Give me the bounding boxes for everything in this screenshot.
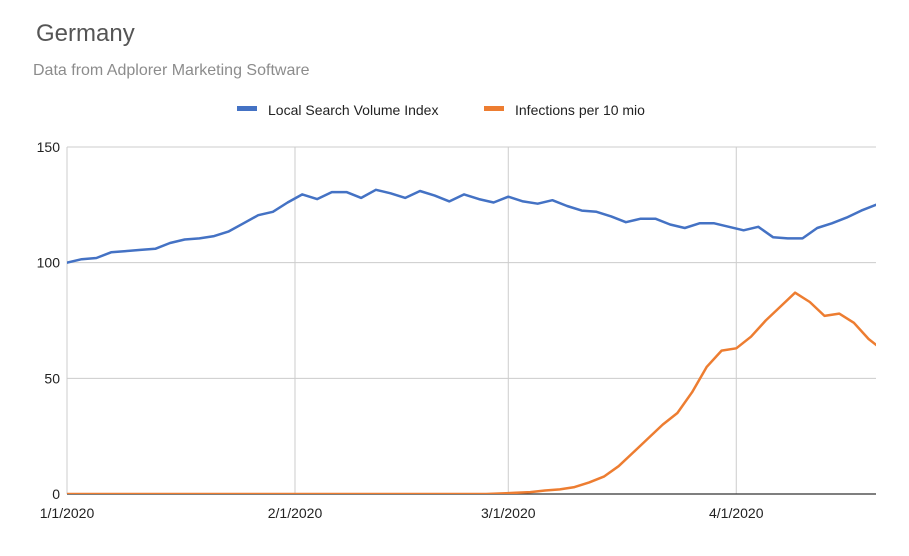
y-tick-label: 100 [37,255,61,271]
y-tick-label: 50 [44,370,60,386]
tick-labels: 0 50 100 150 1/1/2020 2/1/2020 3/1/2020 4/1/202… [37,139,764,521]
series-line-infections [67,291,876,494]
chart-subtitle: Data from Adplorer Marketing Software [33,62,310,79]
legend-swatch [237,106,257,111]
legend: Local Search Volume Index Infections per … [237,102,645,118]
legend-label: Local Search Volume Index [268,102,438,118]
x-tick-label: 3/1/2020 [481,505,536,521]
x-tick-label: 4/1/2020 [709,505,764,521]
y-tick-label: 150 [37,139,61,155]
x-tick-label: 1/1/2020 [40,505,95,521]
legend-label: Infections per 10 mio [515,102,645,118]
grid [67,146,876,494]
chart-title: Germany [36,20,135,47]
series-lines [67,188,876,494]
legend-swatch [484,106,504,111]
x-tick-label: 2/1/2020 [268,505,323,521]
y-tick-label: 0 [52,486,60,502]
axes [66,147,876,495]
series-line-search-volume [67,188,876,264]
